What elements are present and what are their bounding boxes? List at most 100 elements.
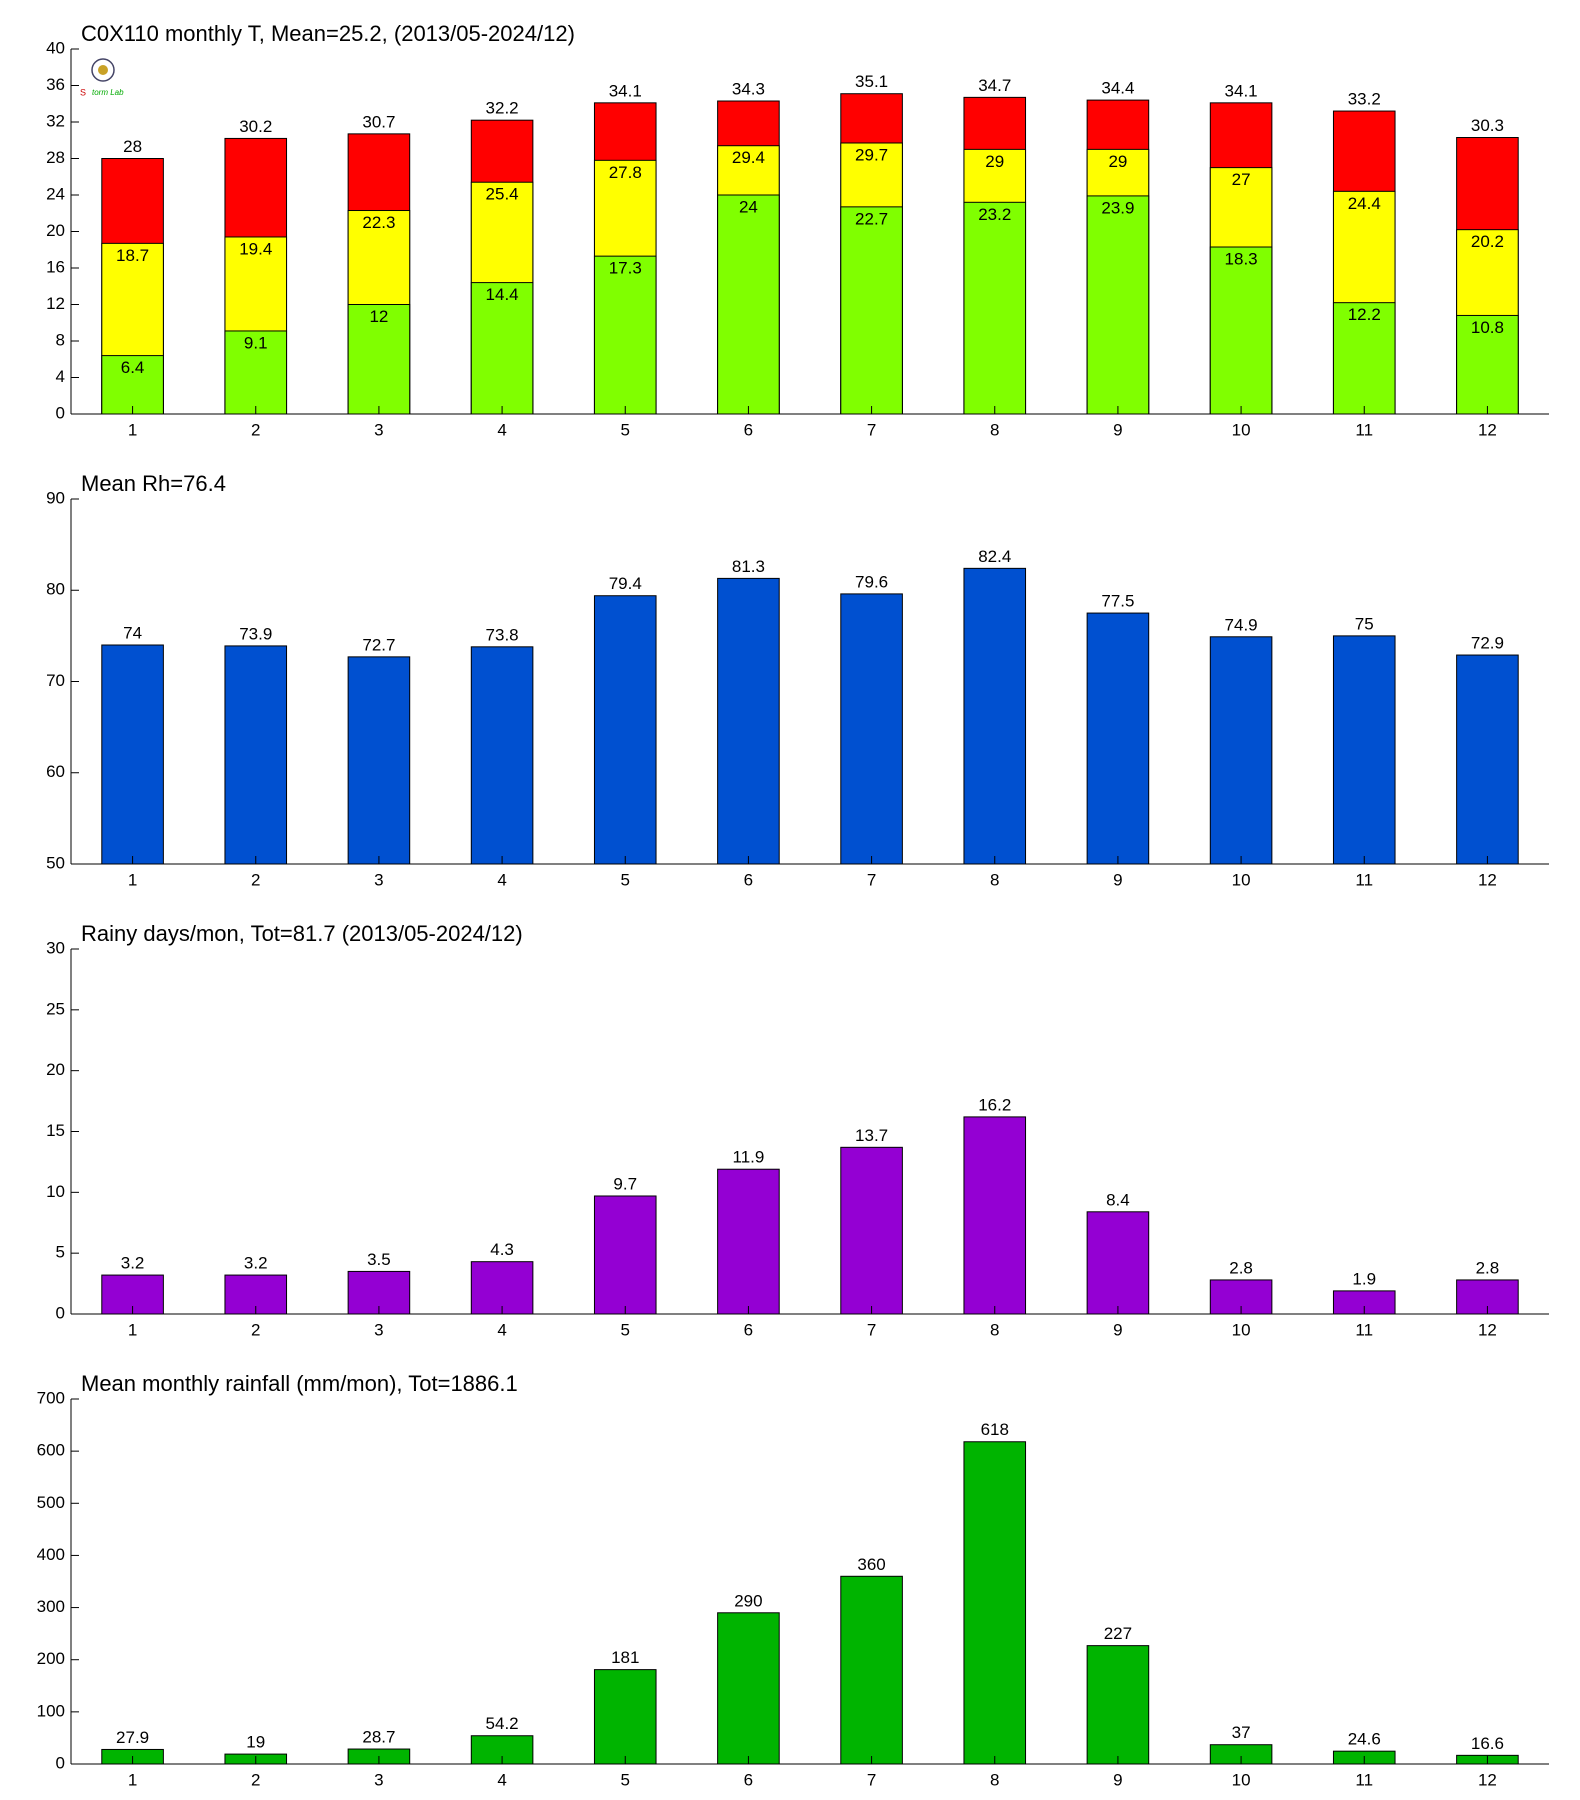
value-label: 20.2 bbox=[1471, 232, 1504, 251]
x-tick-label: 1 bbox=[128, 420, 137, 439]
value-label: 8.4 bbox=[1106, 1190, 1130, 1209]
value-label: 37 bbox=[1232, 1723, 1251, 1742]
bar bbox=[1086, 195, 1150, 415]
bar bbox=[1209, 636, 1273, 865]
value-label: 14.4 bbox=[486, 285, 519, 304]
value-label: 227 bbox=[1104, 1624, 1132, 1643]
bar bbox=[470, 646, 534, 865]
logo: S torm Lab bbox=[80, 58, 124, 97]
x-tick-label: 2 bbox=[251, 420, 260, 439]
value-label: 10.8 bbox=[1471, 318, 1504, 337]
x-tick-label: 1 bbox=[128, 1770, 137, 1789]
bar bbox=[593, 255, 657, 415]
y-tick-label: 50 bbox=[46, 853, 65, 872]
x-tick-label: 2 bbox=[251, 1770, 260, 1789]
value-label: 19 bbox=[246, 1733, 265, 1752]
bar bbox=[717, 577, 780, 865]
value-label: 29 bbox=[985, 152, 1004, 171]
value-label: 27.8 bbox=[609, 163, 642, 182]
value-label: 35.1 bbox=[855, 72, 888, 91]
value-label: 9.1 bbox=[244, 333, 268, 352]
x-tick-label: 12 bbox=[1478, 870, 1497, 889]
x-tick-label: 11 bbox=[1355, 870, 1373, 889]
bar bbox=[1086, 1211, 1150, 1315]
bar bbox=[963, 1116, 1027, 1315]
y-tick-label: 15 bbox=[46, 1121, 65, 1140]
bar bbox=[593, 1669, 657, 1765]
y-tick-label: 400 bbox=[37, 1545, 65, 1564]
value-label: 360 bbox=[857, 1555, 885, 1574]
value-label: 2.8 bbox=[1476, 1258, 1500, 1277]
value-label: 2.8 bbox=[1229, 1258, 1253, 1277]
value-label: 11.9 bbox=[733, 1148, 765, 1167]
x-tick-label: 4 bbox=[497, 420, 506, 439]
y-tick-label: 0 bbox=[56, 1753, 65, 1772]
value-label: 22.7 bbox=[855, 209, 888, 228]
x-tick-label: 7 bbox=[867, 1320, 876, 1339]
y-tick-label: 32 bbox=[46, 111, 65, 130]
x-tick-label: 1 bbox=[128, 870, 137, 889]
value-label: 72.9 bbox=[1471, 634, 1504, 653]
y-tick-label: 100 bbox=[37, 1701, 65, 1720]
x-tick-label: 11 bbox=[1355, 420, 1373, 439]
value-label: 75 bbox=[1355, 614, 1374, 633]
y-tick-label: 500 bbox=[37, 1493, 65, 1512]
bar bbox=[224, 645, 288, 865]
value-label: 30.3 bbox=[1471, 116, 1504, 135]
bar bbox=[1332, 302, 1396, 415]
bar bbox=[717, 1612, 780, 1765]
value-label: 72.7 bbox=[362, 635, 395, 654]
y-tick-label: 20 bbox=[46, 221, 65, 240]
x-tick-label: 10 bbox=[1232, 1320, 1251, 1339]
svg-text:S: S bbox=[80, 87, 86, 97]
x-tick-label: 3 bbox=[374, 420, 383, 439]
value-label: 30.7 bbox=[362, 112, 395, 131]
value-label: 82.4 bbox=[978, 547, 1011, 566]
value-label: 3.2 bbox=[244, 1254, 268, 1273]
y-tick-label: 300 bbox=[37, 1597, 65, 1616]
x-tick-label: 8 bbox=[990, 420, 999, 439]
y-tick-label: 5 bbox=[56, 1243, 65, 1262]
chart-title: Mean monthly rainfall (mm/mon), Tot=1886… bbox=[81, 1371, 518, 1396]
x-tick-label: 9 bbox=[1113, 1770, 1122, 1789]
value-label: 17.3 bbox=[609, 259, 642, 278]
bar bbox=[840, 1575, 903, 1765]
y-tick-label: 0 bbox=[56, 403, 65, 422]
x-tick-label: 5 bbox=[621, 420, 630, 439]
value-label: 6.4 bbox=[121, 358, 145, 377]
x-tick-label: 6 bbox=[744, 420, 753, 439]
value-label: 13.7 bbox=[855, 1126, 888, 1145]
value-label: 34.1 bbox=[1225, 81, 1258, 100]
x-tick-label: 4 bbox=[497, 870, 506, 889]
bar bbox=[717, 1168, 780, 1315]
bar bbox=[347, 656, 411, 865]
bar bbox=[593, 1195, 657, 1315]
y-tick-label: 36 bbox=[46, 75, 65, 94]
x-tick-label: 8 bbox=[990, 870, 999, 889]
bar bbox=[963, 1441, 1027, 1765]
x-tick-label: 12 bbox=[1478, 420, 1497, 439]
value-label: 4.3 bbox=[490, 1240, 514, 1259]
x-tick-label: 3 bbox=[374, 870, 383, 889]
bar bbox=[840, 206, 903, 415]
x-tick-label: 12 bbox=[1478, 1770, 1497, 1789]
x-tick-label: 2 bbox=[251, 1320, 260, 1339]
x-tick-label: 3 bbox=[374, 1320, 383, 1339]
value-label: 29.7 bbox=[855, 145, 888, 164]
value-label: 18.3 bbox=[1225, 249, 1258, 268]
value-label: 28.7 bbox=[362, 1728, 395, 1747]
value-label: 23.2 bbox=[978, 205, 1011, 224]
x-tick-label: 6 bbox=[744, 870, 753, 889]
y-tick-label: 25 bbox=[46, 999, 65, 1018]
y-tick-label: 700 bbox=[37, 1388, 65, 1407]
value-label: 74.9 bbox=[1225, 615, 1258, 634]
bar bbox=[717, 194, 780, 415]
value-label: 3.5 bbox=[367, 1250, 391, 1269]
value-label: 19.4 bbox=[239, 239, 272, 258]
y-tick-label: 20 bbox=[46, 1060, 65, 1079]
x-tick-label: 1 bbox=[128, 1320, 137, 1339]
value-label: 290 bbox=[734, 1591, 762, 1610]
bar bbox=[963, 567, 1027, 865]
y-tick-label: 200 bbox=[37, 1649, 65, 1668]
value-label: 24.6 bbox=[1348, 1730, 1381, 1749]
